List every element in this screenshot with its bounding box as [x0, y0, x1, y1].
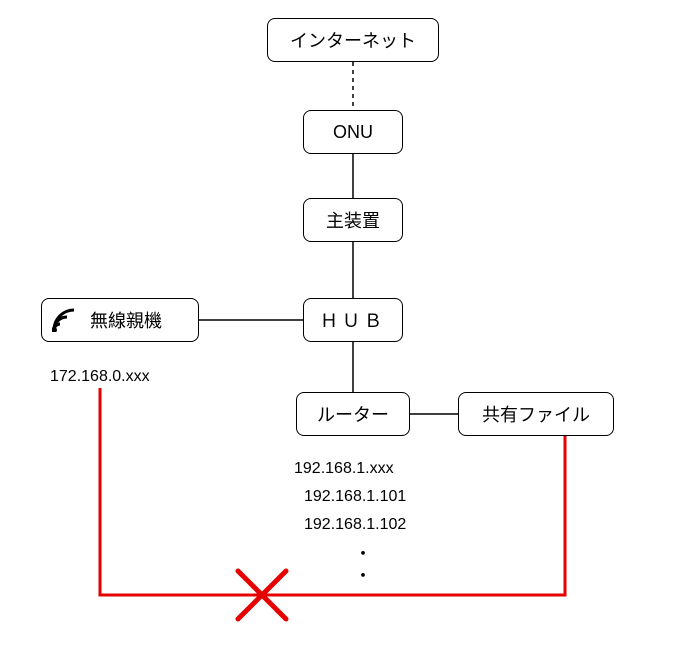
node-internet: インターネット [267, 18, 439, 62]
node-shared-file-label: 共有ファイル [482, 401, 590, 427]
diagram-stage: インターネット ONU 主装置 ＨＵＢ ルーター 共有ファイル 無線親機 172… [0, 0, 680, 654]
node-hub-label: ＨＵＢ [320, 307, 386, 333]
label-wifi-ip: 172.168.0.xxx [50, 368, 150, 386]
node-main-unit: 主装置 [303, 198, 403, 242]
node-hub: ＨＵＢ [303, 298, 403, 342]
label-ellipsis-2: ・ [354, 562, 372, 588]
node-internet-label: インターネット [290, 27, 416, 53]
label-router-ip-101: 192.168.1.101 [304, 488, 406, 506]
blocked-cross-2 [238, 571, 286, 619]
node-wifi-ap: 無線親機 [41, 298, 199, 342]
node-onu-label: ONU [333, 122, 373, 143]
node-router-label: ルーター [317, 401, 389, 427]
label-router-ip-102: 192.168.1.102 [304, 516, 406, 534]
wifi-icon [52, 308, 80, 332]
node-onu: ONU [303, 110, 403, 154]
label-router-ip-range: 192.168.1.xxx [294, 460, 394, 478]
blocked-cross-1 [238, 571, 286, 619]
node-wifi-ap-label: 無線親機 [90, 307, 162, 333]
node-main-unit-label: 主装置 [326, 207, 380, 233]
node-router: ルーター [296, 392, 410, 436]
node-shared-file: 共有ファイル [458, 392, 614, 436]
